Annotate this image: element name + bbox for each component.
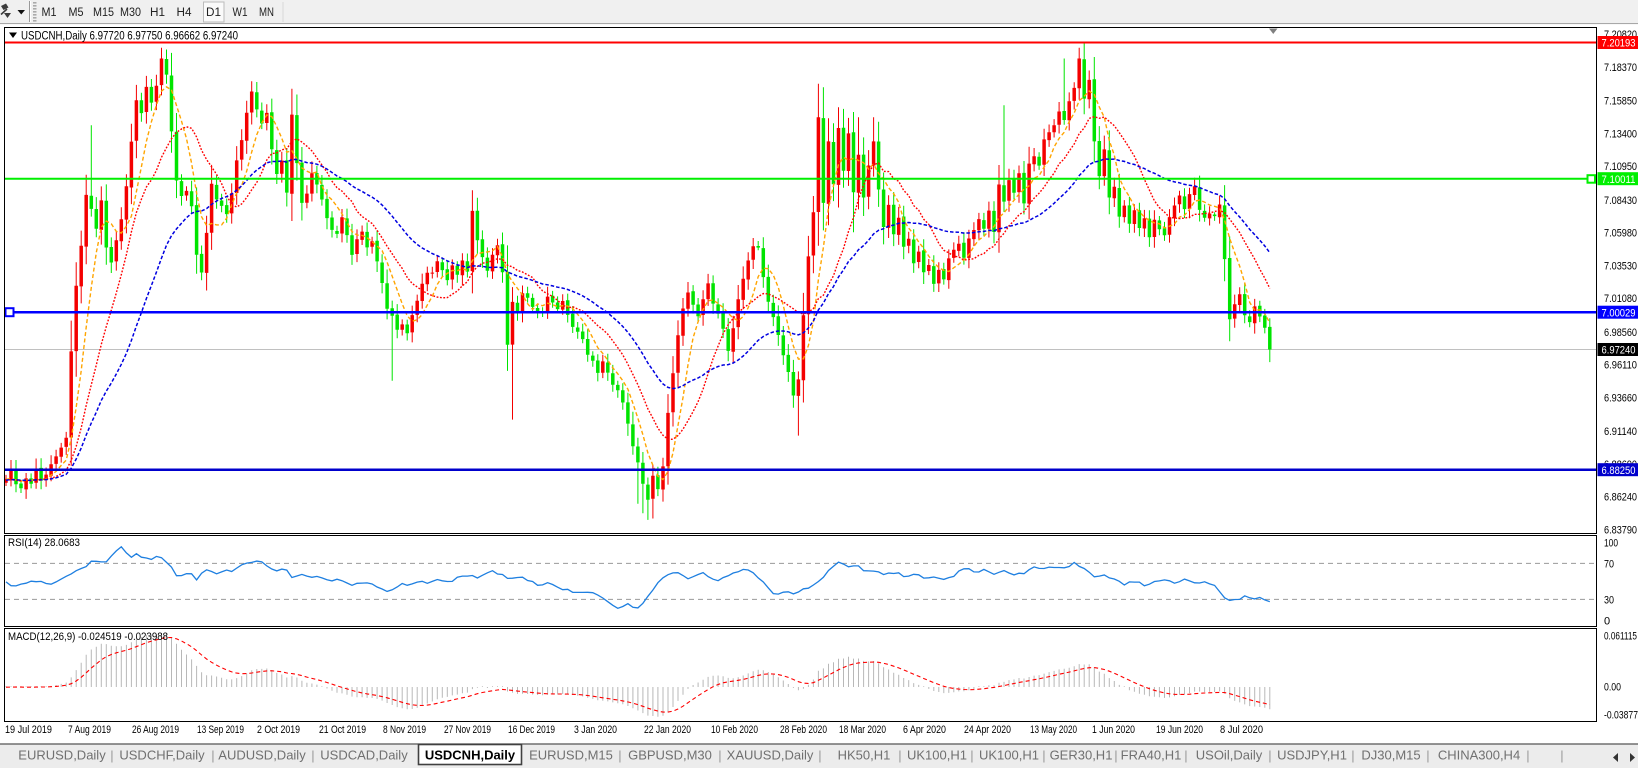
svg-text:XAUUSD,Daily: XAUUSD,Daily xyxy=(727,748,814,763)
svg-text:6 Apr 2020: 6 Apr 2020 xyxy=(903,724,946,736)
svg-text:13 Sep 2019: 13 Sep 2019 xyxy=(197,724,244,736)
svg-text:FRA40,H1: FRA40,H1 xyxy=(1121,748,1182,763)
svg-text:26 Aug 2019: 26 Aug 2019 xyxy=(132,724,179,736)
svg-text:|: | xyxy=(110,748,113,763)
svg-text:M1: M1 xyxy=(42,7,57,19)
svg-text:GER30,H1: GER30,H1 xyxy=(1050,748,1113,763)
svg-text:|: | xyxy=(818,748,821,763)
svg-text:0: 0 xyxy=(1604,615,1610,627)
svg-text:6.96110: 6.96110 xyxy=(1604,360,1637,372)
svg-text:USDCNH,Daily 6.97720 6.97750: USDCNH,Daily 6.97720 6.97750 6.96662 6.9… xyxy=(21,31,238,43)
svg-text:|: | xyxy=(1114,748,1117,763)
svg-text:USOil,Daily: USOil,Daily xyxy=(1196,748,1263,763)
svg-text:28 Feb 2020: 28 Feb 2020 xyxy=(780,724,827,736)
svg-text:7.00029: 7.00029 xyxy=(1602,307,1636,319)
svg-text:18 Mar 2020: 18 Mar 2020 xyxy=(839,724,886,736)
svg-text:UK100,H1: UK100,H1 xyxy=(907,748,967,763)
svg-text:USDCAD,Daily: USDCAD,Daily xyxy=(320,748,408,763)
svg-text:|: | xyxy=(1426,748,1429,763)
svg-text:0.061115: 0.061115 xyxy=(1604,631,1637,643)
svg-text:GBPUSD,M30: GBPUSD,M30 xyxy=(628,748,712,763)
svg-text:27 Nov 2019: 27 Nov 2019 xyxy=(444,724,491,736)
svg-text:0.00: 0.00 xyxy=(1604,681,1621,693)
svg-text:6.91140: 6.91140 xyxy=(1604,426,1637,438)
svg-text:MACD(12,26,9) -0.024519 -0.023: MACD(12,26,9) -0.024519 -0.023988 xyxy=(8,631,168,643)
svg-text:7.10950: 7.10950 xyxy=(1604,161,1637,173)
svg-text:CHINA300,H4: CHINA300,H4 xyxy=(1438,748,1520,763)
svg-text:7.13400: 7.13400 xyxy=(1604,128,1637,140)
svg-text:70: 70 xyxy=(1604,558,1614,570)
svg-text:16 Dec 2019: 16 Dec 2019 xyxy=(508,724,555,736)
svg-text:UK100,H1: UK100,H1 xyxy=(979,748,1039,763)
svg-text:USDJPY,H1: USDJPY,H1 xyxy=(1277,748,1347,763)
svg-text:6.88250: 6.88250 xyxy=(1602,465,1636,477)
svg-text:-0.03877: -0.03877 xyxy=(1604,710,1638,722)
svg-text:|: | xyxy=(618,748,621,763)
svg-text:RSI(14) 28.0683: RSI(14) 28.0683 xyxy=(8,537,80,549)
svg-text:|: | xyxy=(1526,748,1529,763)
svg-text:30: 30 xyxy=(1604,594,1614,606)
svg-text:22 Jan 2020: 22 Jan 2020 xyxy=(644,724,691,736)
svg-text:8 Jul 2020: 8 Jul 2020 xyxy=(1220,724,1263,736)
svg-text:6.86240: 6.86240 xyxy=(1604,492,1637,504)
svg-text:7.08430: 7.08430 xyxy=(1604,195,1637,207)
svg-text:HK50,H1: HK50,H1 xyxy=(838,748,891,763)
svg-text:|: | xyxy=(1268,748,1271,763)
svg-text:7.01080: 7.01080 xyxy=(1604,293,1637,305)
svg-text:H1: H1 xyxy=(150,7,165,19)
svg-text:19 Jul 2019: 19 Jul 2019 xyxy=(5,724,52,736)
svg-text:100: 100 xyxy=(1604,538,1618,550)
svg-text:|: | xyxy=(1351,748,1354,763)
svg-text:7.05980: 7.05980 xyxy=(1604,228,1637,240)
svg-text:6.93660: 6.93660 xyxy=(1604,392,1637,404)
svg-text:|: | xyxy=(898,748,901,763)
svg-text:D1: D1 xyxy=(206,7,221,19)
svg-text:6.97240: 6.97240 xyxy=(1602,345,1636,357)
svg-text:DJ30,M15: DJ30,M15 xyxy=(1361,748,1420,763)
svg-text:M5: M5 xyxy=(69,7,84,19)
svg-text:|: | xyxy=(718,748,721,763)
svg-text:21 Oct 2019: 21 Oct 2019 xyxy=(319,724,366,736)
svg-text:EURUSD,M15: EURUSD,M15 xyxy=(529,748,613,763)
svg-text:24 Apr 2020: 24 Apr 2020 xyxy=(964,724,1011,736)
svg-text:|: | xyxy=(1042,748,1045,763)
svg-text:|: | xyxy=(211,748,214,763)
svg-text:19 Jun 2020: 19 Jun 2020 xyxy=(1156,724,1203,736)
svg-text:7.10011: 7.10011 xyxy=(1602,174,1636,186)
svg-text:13 May 2020: 13 May 2020 xyxy=(1030,724,1077,736)
svg-text:7.15850: 7.15850 xyxy=(1604,96,1637,108)
svg-text:EURUSD,Daily: EURUSD,Daily xyxy=(18,748,106,763)
svg-text:2 Oct 2019: 2 Oct 2019 xyxy=(257,724,300,736)
svg-text:|: | xyxy=(970,748,973,763)
svg-text:AUDUSD,Daily: AUDUSD,Daily xyxy=(218,748,306,763)
svg-text:7.03530: 7.03530 xyxy=(1604,260,1637,272)
svg-text:MN: MN xyxy=(259,7,274,19)
svg-text:M15: M15 xyxy=(93,7,114,19)
svg-text:|: | xyxy=(1184,748,1187,763)
svg-text:W1: W1 xyxy=(233,7,248,19)
svg-text:M30: M30 xyxy=(120,7,141,19)
svg-text:10 Feb 2020: 10 Feb 2020 xyxy=(711,724,758,736)
svg-text:3 Jan 2020: 3 Jan 2020 xyxy=(574,724,617,736)
svg-text:|: | xyxy=(311,748,314,763)
svg-text:1 Jun 2020: 1 Jun 2020 xyxy=(1092,724,1135,736)
svg-text:7.18370: 7.18370 xyxy=(1604,62,1637,74)
svg-text:|: | xyxy=(1560,748,1563,763)
svg-text:7 Aug 2019: 7 Aug 2019 xyxy=(68,724,111,736)
svg-text:7.20193: 7.20193 xyxy=(1602,38,1636,50)
svg-text:H4: H4 xyxy=(177,7,193,19)
svg-text:6.98560: 6.98560 xyxy=(1604,327,1637,339)
svg-text:USDCHF,Daily: USDCHF,Daily xyxy=(119,748,205,763)
svg-text:6.83790: 6.83790 xyxy=(1604,524,1637,536)
svg-text:USDCNH,Daily: USDCNH,Daily xyxy=(425,748,516,763)
svg-text:8 Nov 2019: 8 Nov 2019 xyxy=(383,724,426,736)
